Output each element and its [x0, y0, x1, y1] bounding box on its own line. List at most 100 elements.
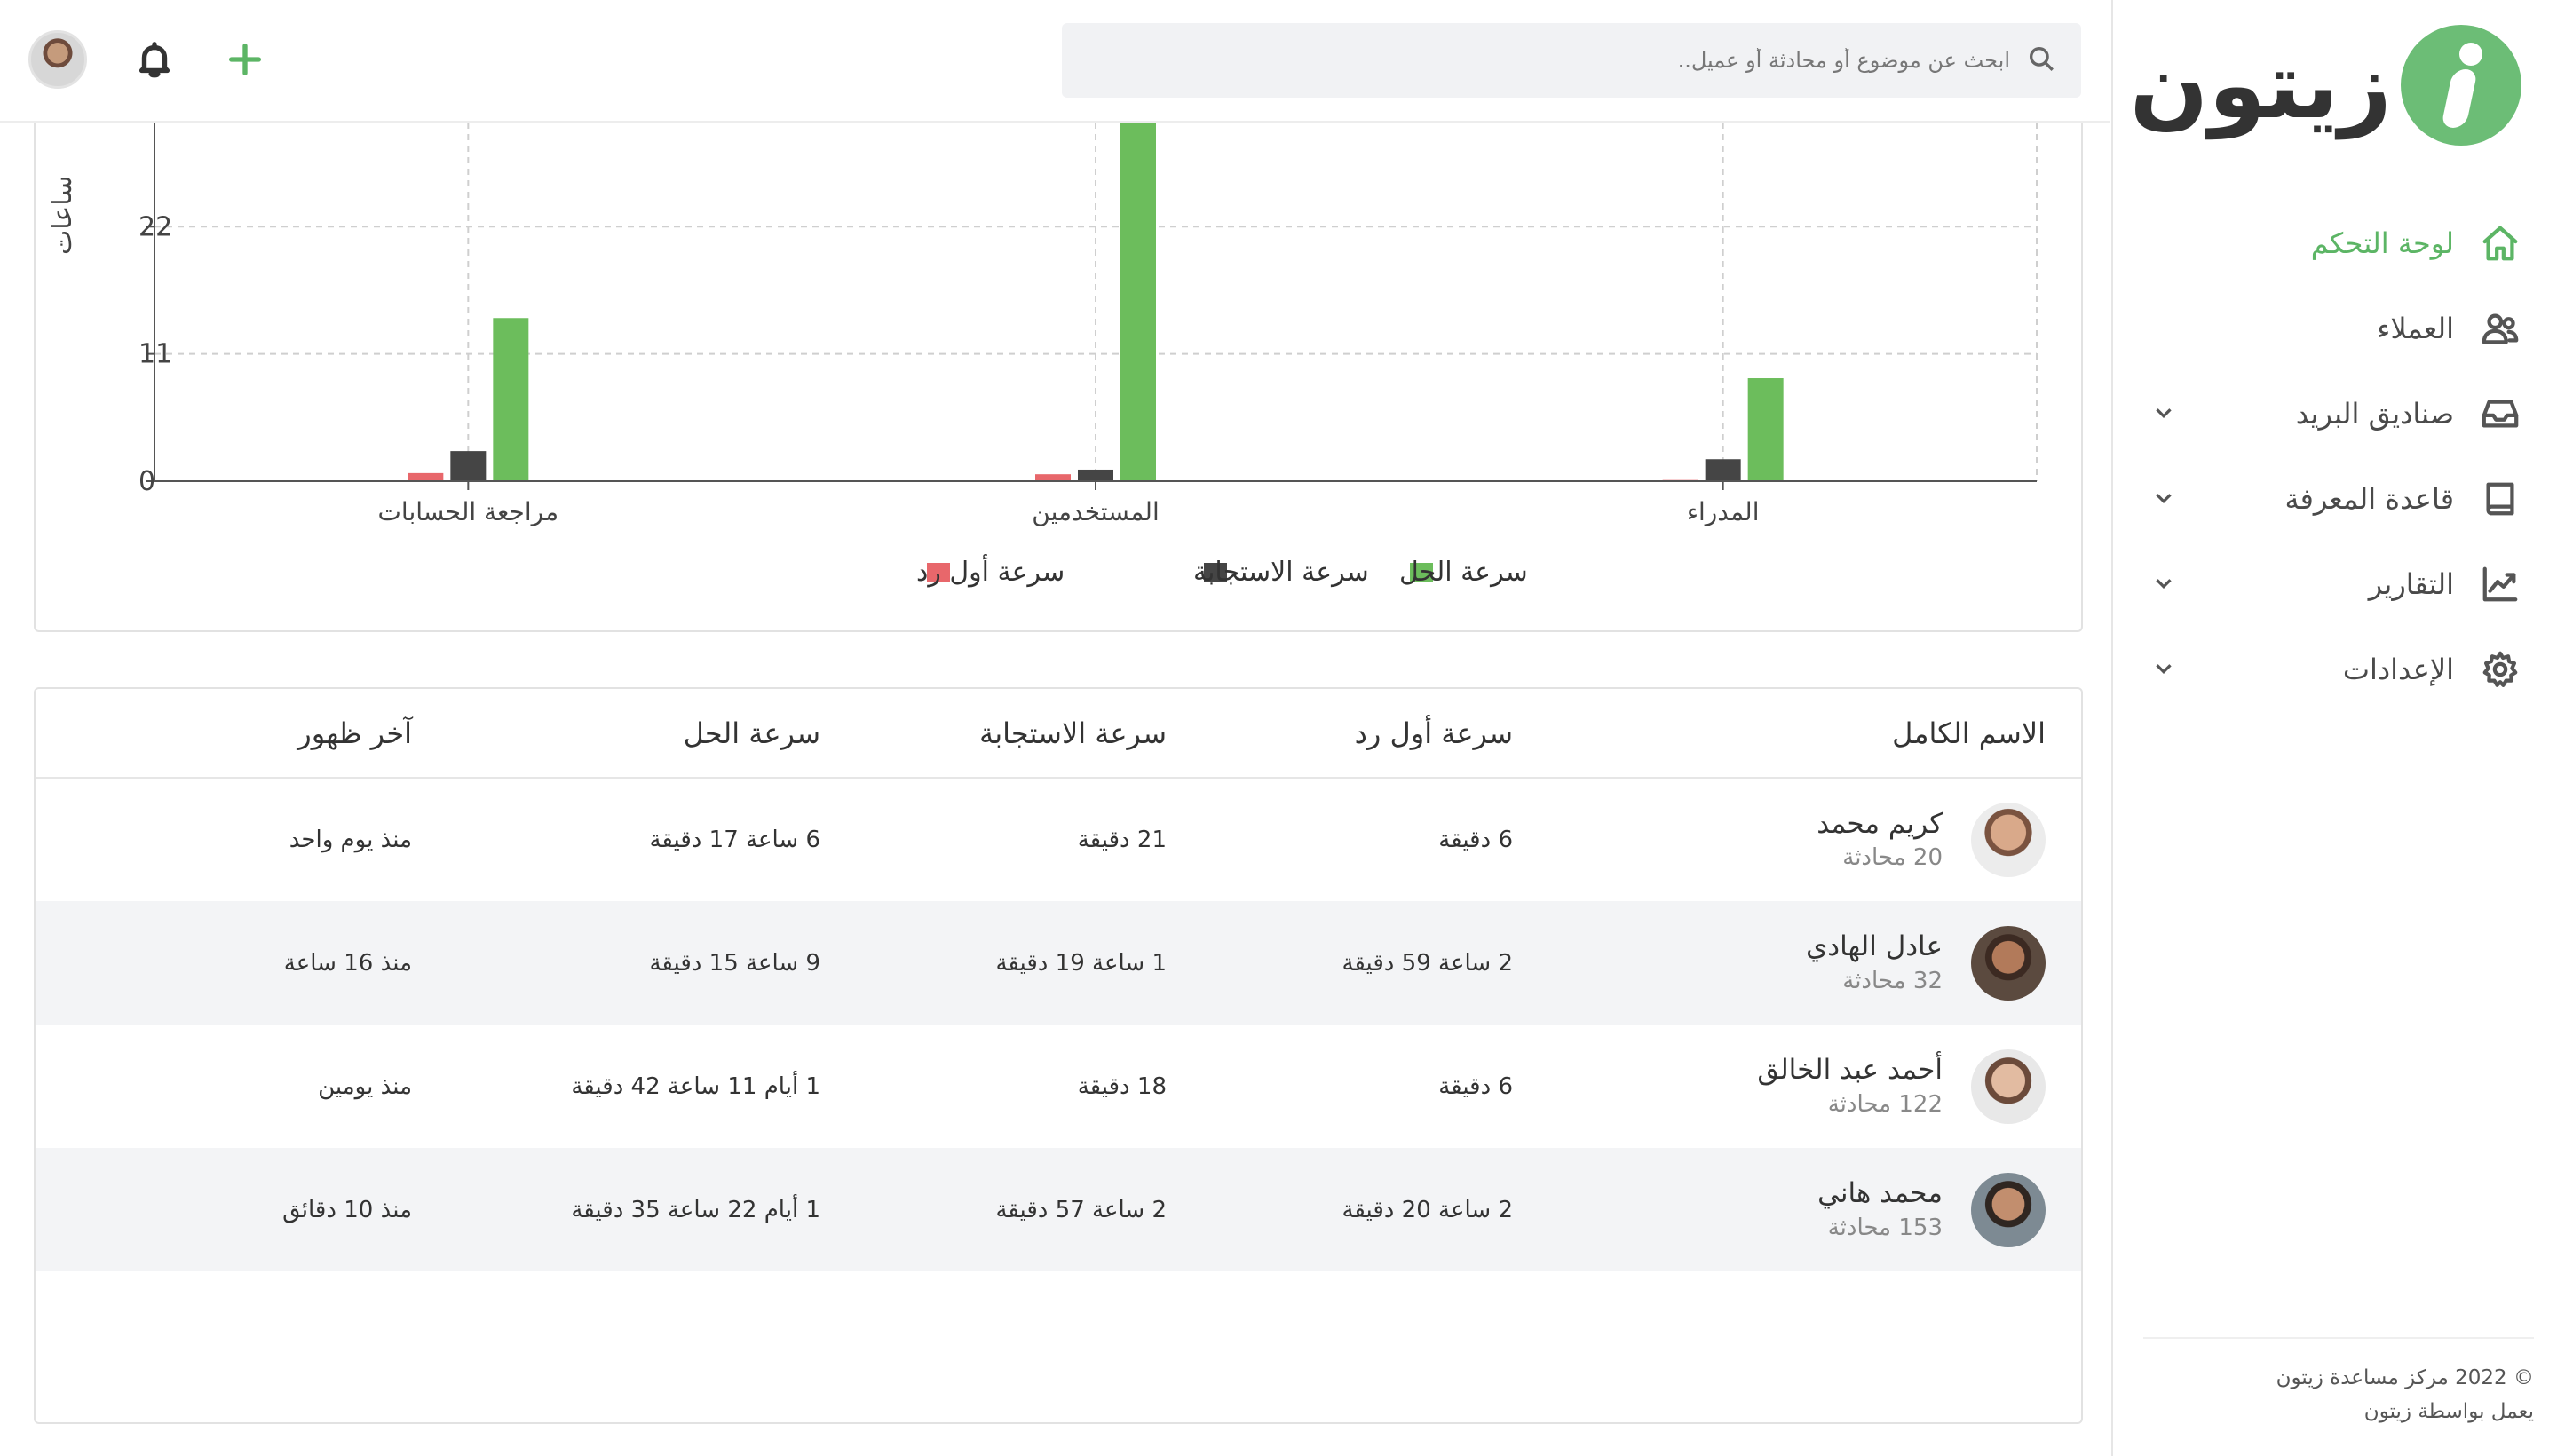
table-header-row: الاسم الكامل سرعة أول رد سرعة الاستجابة … — [36, 689, 2081, 778]
bar-chart: 0 11 22 ساعات مراجعة الحسابات المستخدمين المدر… — [47, 123, 2038, 588]
gear-icon — [2479, 648, 2521, 691]
table-row[interactable]: كريم محمد 20 محادثة 6 دقيقة 21 دقيقة 6 سا… — [36, 778, 2081, 901]
sidebar-item-customers[interactable]: العملاء — [2113, 286, 2557, 371]
zaytoon-logo-icon — [2401, 25, 2521, 146]
agent-name[interactable]: أحمد عبد الخالق — [1757, 1054, 1943, 1087]
conversation-count: 32 محادثة — [1842, 967, 1943, 994]
bar-سرعة-الحل — [1120, 123, 1156, 481]
avatar — [1971, 1048, 2046, 1124]
y-tick-label: 22 — [139, 211, 172, 242]
response-value: 1 ساعة 19 دقيقة — [995, 949, 1167, 977]
sidebar-item-settings[interactable]: الإعدادات — [2113, 627, 2557, 712]
sidebar-item-dashboard[interactable]: لوحة التحكم — [2113, 201, 2557, 286]
header-first-reply[interactable]: سرعة أول رد — [1354, 716, 1513, 750]
bar-سرعة-الحل — [493, 318, 529, 481]
sidebar-item-reports[interactable]: التقارير — [2113, 542, 2557, 627]
first-reply-value: 2 ساعة 59 دقيقة — [1342, 949, 1513, 977]
y-tick-label: 0 — [139, 466, 155, 497]
first-reply-value: 6 دقيقة — [1438, 827, 1513, 853]
legend-swatch — [927, 563, 950, 582]
sidebar-item-label: التقارير — [2368, 567, 2454, 601]
chevron-down-icon[interactable] — [2149, 570, 2177, 598]
resolution-value: 1 أيام 11 ساعة 42 دقيقة — [571, 1072, 820, 1100]
response-value: 2 ساعة 57 دقيقة — [995, 1196, 1167, 1223]
inbox-icon — [2479, 392, 2521, 435]
agents-table-card: الاسم الكامل سرعة أول رد سرعة الاستجابة … — [34, 687, 2083, 1424]
agent-name[interactable]: عادل الهادي — [1806, 930, 1943, 963]
home-icon — [2479, 222, 2521, 265]
sidebar-item-label: صناديق البريد — [2295, 397, 2454, 431]
chevron-down-icon[interactable] — [2149, 485, 2177, 513]
top-bar — [0, 0, 2110, 123]
table-row[interactable]: عادل الهادي 32 محادثة 2 ساعة 59 دقيقة 1 س… — [36, 901, 2081, 1025]
agent-name[interactable]: كريم محمد — [1817, 807, 1943, 840]
conversation-count: 153 محادثة — [1827, 1214, 1943, 1241]
bar-سرعة-الاستجابة — [450, 451, 487, 481]
sidebar-item-knowledge-base[interactable]: قاعدة المعرفة — [2113, 456, 2557, 542]
bell-icon[interactable] — [131, 36, 178, 83]
powered-by-text: يعمل بواسطة زيتون — [2363, 1400, 2534, 1424]
search-box[interactable] — [1062, 23, 2081, 98]
table-row[interactable]: أحمد عبد الخالق 122 محادثة 6 دقيقة 18 دقي… — [36, 1025, 2081, 1148]
response-value: 21 دقيقة — [1077, 827, 1167, 853]
chevron-down-icon[interactable] — [2149, 400, 2177, 428]
resolution-value: 1 أيام 22 ساعة 35 دقيقة — [571, 1196, 820, 1223]
sidebar-item-label: الإعدادات — [2342, 653, 2454, 686]
sidebar: زيتون لوحة التحكم العملاء صناديق البريد — [2111, 0, 2557, 1456]
header-last-seen[interactable]: آخر ظهور — [297, 716, 412, 750]
first-reply-value: 2 ساعة 20 دقيقة — [1342, 1196, 1513, 1223]
bar-سرعة-أول-رد — [1035, 474, 1071, 481]
legend-swatch — [1204, 563, 1227, 582]
avatar — [1971, 1172, 2046, 1247]
last-seen-value: منذ 10 دقائق — [282, 1196, 412, 1223]
y-tick-label: 11 — [139, 339, 172, 370]
users-icon — [2479, 307, 2521, 350]
bar-سرعة-أول-رد — [408, 472, 444, 481]
bar-سرعة-الاستجابة — [1705, 459, 1741, 481]
chart-card: 0 11 22 ساعات مراجعة الحسابات المستخدمين المدر… — [34, 123, 2083, 632]
response-value: 18 دقيقة — [1077, 1072, 1167, 1100]
header-response[interactable]: سرعة الاستجابة — [979, 716, 1167, 750]
brand-logo[interactable]: زيتون — [2130, 23, 2521, 147]
sidebar-item-mailboxes[interactable]: صناديق البريد — [2113, 371, 2557, 456]
resolution-value: 6 ساعة 17 دقيقة — [649, 827, 820, 853]
last-seen-value: منذ 16 ساعة — [283, 949, 412, 977]
conversation-count: 122 محادثة — [1827, 1090, 1943, 1118]
x-tick-label: المستخدمين — [1032, 497, 1159, 526]
header-actions — [28, 30, 268, 89]
header-full-name[interactable]: الاسم الكامل — [1892, 716, 2046, 750]
y-axis-label: ساعات — [47, 175, 78, 255]
legend-label: سرعة الاستجابة — [1193, 557, 1369, 588]
search-icon — [2023, 44, 2056, 77]
sidebar-item-label: العملاء — [2377, 312, 2454, 345]
last-seen-value: منذ يوم واحد — [289, 827, 412, 853]
plus-icon[interactable] — [222, 36, 268, 83]
last-seen-value: منذ يومين — [318, 1072, 412, 1100]
header-resolution[interactable]: سرعة الحل — [683, 716, 820, 750]
sidebar-footer: © 2022 مركز مساعدة زيتون يعمل بواسطة زيت… — [2143, 1337, 2534, 1429]
copyright-text: © 2022 مركز مساعدة زيتون — [2276, 1366, 2534, 1390]
search-input[interactable] — [1062, 34, 2010, 87]
chevron-down-icon[interactable] — [2149, 655, 2177, 684]
conversation-count: 20 محادثة — [1842, 844, 1943, 872]
sidebar-item-label: قاعدة المعرفة — [2284, 482, 2454, 516]
first-reply-value: 6 دقيقة — [1438, 1072, 1513, 1100]
legend-swatch — [1410, 563, 1433, 582]
chart-line-icon — [2479, 563, 2521, 605]
avatar — [1971, 925, 2046, 1001]
legend-label: سرعة الحل — [1399, 557, 1528, 588]
agents-table: الاسم الكامل سرعة أول رد سرعة الاستجابة … — [36, 689, 2081, 1271]
agent-name[interactable]: محمد هاني — [1817, 1177, 1943, 1210]
book-icon — [2479, 478, 2521, 520]
x-tick-label: المدراء — [1687, 497, 1760, 526]
resolution-value: 9 ساعة 15 دقيقة — [649, 949, 820, 977]
bar-سرعة-الاستجابة — [1078, 469, 1113, 481]
table-row[interactable]: محمد هاني 153 محادثة 2 ساعة 20 دقيقة 2 سا… — [36, 1148, 2081, 1271]
bar-سرعة-الحل — [1747, 378, 1784, 481]
legend-label: سرعة أول رد — [916, 553, 1065, 588]
x-tick-label: مراجعة الحسابات — [378, 497, 559, 526]
avatar[interactable] — [28, 30, 87, 89]
brand-name: زيتون — [2129, 31, 2394, 139]
sidebar-nav: لوحة التحكم العملاء صناديق البريد قاعد — [2113, 201, 2557, 712]
